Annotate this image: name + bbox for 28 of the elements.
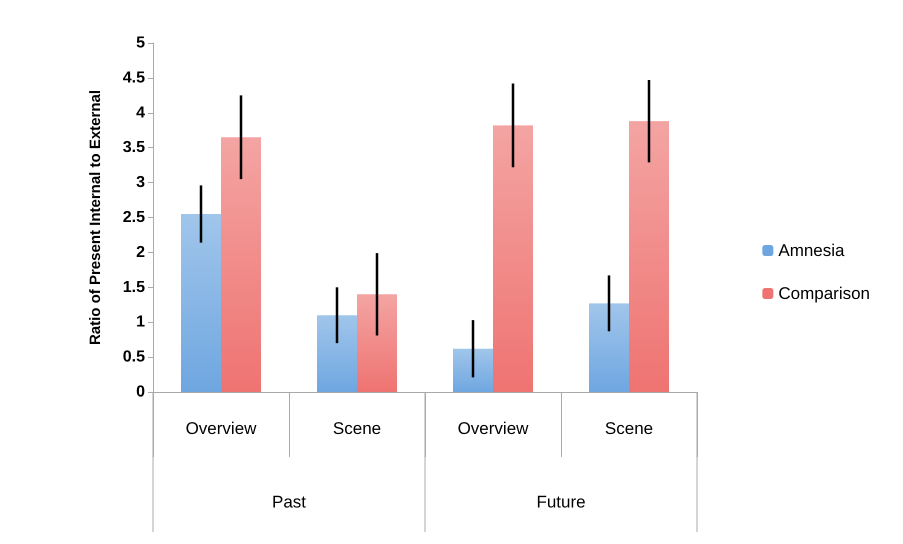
x-tick-label: Scene	[604, 419, 654, 438]
bar	[589, 303, 629, 392]
legend-label: Amnesia	[778, 241, 846, 260]
y-tick-label: 2	[136, 244, 146, 261]
bar	[629, 121, 669, 392]
bar	[357, 294, 397, 392]
bar	[493, 125, 533, 392]
y-tick-label: 4.5	[122, 69, 146, 86]
x-tick-label: Overview	[458, 419, 530, 438]
legend-label: Comparison	[778, 284, 870, 303]
bar	[317, 315, 357, 392]
y-tick-label: 0	[136, 384, 146, 400]
y-tick-label: 3.5	[122, 139, 146, 156]
y-tick-label: 1	[136, 314, 146, 331]
y-tick-label: 2.5	[122, 209, 146, 226]
bar	[181, 214, 221, 392]
y-axis-title: Ratio of Present Internal to External	[87, 90, 104, 346]
y-tick-label: 1.5	[122, 278, 146, 296]
bar	[221, 137, 261, 392]
y-tick-label: 4	[136, 104, 146, 122]
x-tick-label: Scene	[332, 419, 382, 438]
x-tick-label: Overview	[186, 419, 258, 438]
y-tick-label: 5	[136, 34, 146, 52]
text: Past	[272, 492, 306, 512]
y-tick-label: 0.5	[122, 348, 146, 366]
y-tick-label: 3	[136, 174, 146, 192]
text: Future	[536, 492, 586, 512]
bar	[453, 348, 493, 392]
